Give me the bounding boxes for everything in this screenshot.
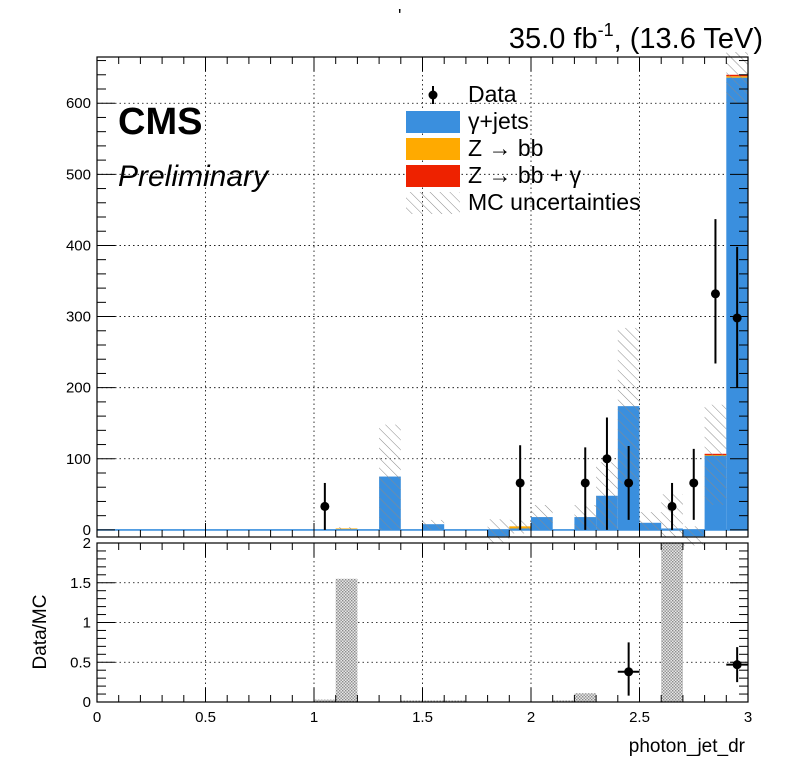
- mc-uncertainty-bin: [617, 327, 640, 484]
- legend-label-mc-uncertainties: MC uncertainties: [468, 189, 641, 215]
- ratio-uncertainty-bin: [661, 543, 683, 702]
- ratio-uncertainty-bin: [552, 700, 575, 702]
- legend-entry-mc-uncertainties: MC uncertainties: [406, 189, 641, 215]
- main-panel: 0 100 200 300 400 500 600: [66, 52, 749, 546]
- main-y-tick-label: 400: [66, 237, 91, 254]
- x-tick-label: 2: [527, 709, 535, 726]
- legend-entry-z-bb-gamma: Z → bb + γ: [406, 162, 582, 188]
- x-axis-title: photon_jet_dr: [629, 736, 746, 757]
- legend-entry-z-bb: Z → bb: [406, 135, 543, 161]
- x-tick-label: 1: [310, 709, 318, 726]
- legend-label-data: Data: [468, 81, 517, 107]
- mc-uncertainty-bin: [422, 519, 445, 530]
- ratio-gridlines: [96, 542, 749, 703]
- legend-data-marker: [428, 90, 438, 100]
- x-tick-label: 3: [744, 709, 752, 726]
- legend-swatch-gamma-jets: [406, 111, 460, 133]
- x-tick-label: 0: [93, 709, 101, 726]
- main-y-tick-label: 300: [66, 309, 91, 326]
- mc-uncertainty-bin: [639, 512, 662, 530]
- x-tick-label: 2.5: [629, 709, 650, 726]
- ratio-y-tick-label: 1: [83, 615, 91, 632]
- ratio-panel: 0 0.5 1 1.5 2 0 0.5 1 1.5 2 2.5 3: [70, 535, 752, 726]
- data-point: [732, 313, 742, 323]
- data-point: [580, 478, 590, 488]
- data-point: [515, 478, 525, 488]
- mc-uncertainty-bin: [487, 519, 510, 543]
- ratio-axes: 0 0.5 1 1.5 2 0 0.5 1 1.5 2 2.5 3: [70, 535, 752, 726]
- mc-uncertainty-bin: [335, 527, 358, 530]
- ratio-uncertainty-bin: [574, 693, 597, 702]
- luminosity-label: 35.0 fb-1, (13.6 TeV): [509, 20, 763, 55]
- legend-swatch-z-bb: [406, 138, 460, 160]
- x-tick-label: 1.5: [412, 709, 433, 726]
- legend-label-z-bb-gamma: Z → bb + γ: [468, 162, 582, 188]
- ratio-uncertainty-bin: [422, 700, 445, 702]
- main-y-tick-label: 0: [83, 522, 91, 539]
- data-point: [320, 501, 330, 511]
- legend-entry-gamma-jets: γ+jets: [406, 108, 529, 134]
- main-y-tick-label: 600: [66, 95, 91, 112]
- ratio-y-axis-title: Data/MC: [30, 595, 51, 670]
- mc-uncertainty-bin: [682, 526, 705, 546]
- mc-uncertainty-bin: [531, 505, 553, 530]
- mc-uncertainty-bin: [726, 52, 748, 104]
- data-points: [320, 219, 742, 530]
- ratio-uncertainty-bin: [314, 699, 336, 702]
- legend-entry-data: Data: [428, 81, 517, 107]
- mc-uncertainty-bin: [379, 424, 401, 530]
- main-axes: 0 100 200 300 400 500 600: [66, 56, 749, 539]
- legend-label-z-bb: Z → bb: [468, 135, 543, 161]
- data-point: [710, 289, 720, 299]
- legend-swatch-z-bb-gamma: [406, 165, 460, 187]
- data-point: [602, 454, 612, 464]
- ratio-points: [617, 642, 748, 696]
- ratio-y-tick-label: 0: [83, 694, 91, 711]
- ratio-y-tick-label: 2: [83, 535, 91, 552]
- main-y-tick-label: 200: [66, 380, 91, 397]
- ratio-uncertainty-band: [314, 543, 683, 702]
- ratio-point: [624, 667, 634, 677]
- stray-mark: ': [398, 6, 401, 26]
- legend-label-gamma-jets: γ+jets: [468, 108, 529, 134]
- cms-label: CMS: [118, 101, 202, 143]
- ratio-uncertainty-bin: [400, 700, 423, 702]
- ratio-uncertainty-bin: [444, 700, 466, 702]
- data-point: [689, 478, 699, 488]
- mc-uncertainty-bin: [704, 404, 727, 505]
- data-point: [624, 478, 634, 488]
- preliminary-label: Preliminary: [118, 160, 270, 193]
- mc-uncertainty-band: [335, 52, 748, 546]
- ratio-y-tick-label: 1.5: [70, 575, 91, 592]
- main-y-tick-label: 100: [66, 451, 91, 468]
- ratio-point: [732, 660, 742, 670]
- x-tick-label: 0.5: [195, 709, 216, 726]
- legend-swatch-mc-uncertainties: [406, 192, 460, 214]
- ratio-y-tick-label: 0.5: [70, 654, 91, 671]
- data-point: [667, 501, 677, 511]
- legend: Data γ+jets Z → bb Z → bb + γ MC uncerta…: [406, 81, 641, 215]
- main-y-tick-label: 500: [66, 166, 91, 183]
- ratio-uncertainty-bin: [335, 578, 358, 702]
